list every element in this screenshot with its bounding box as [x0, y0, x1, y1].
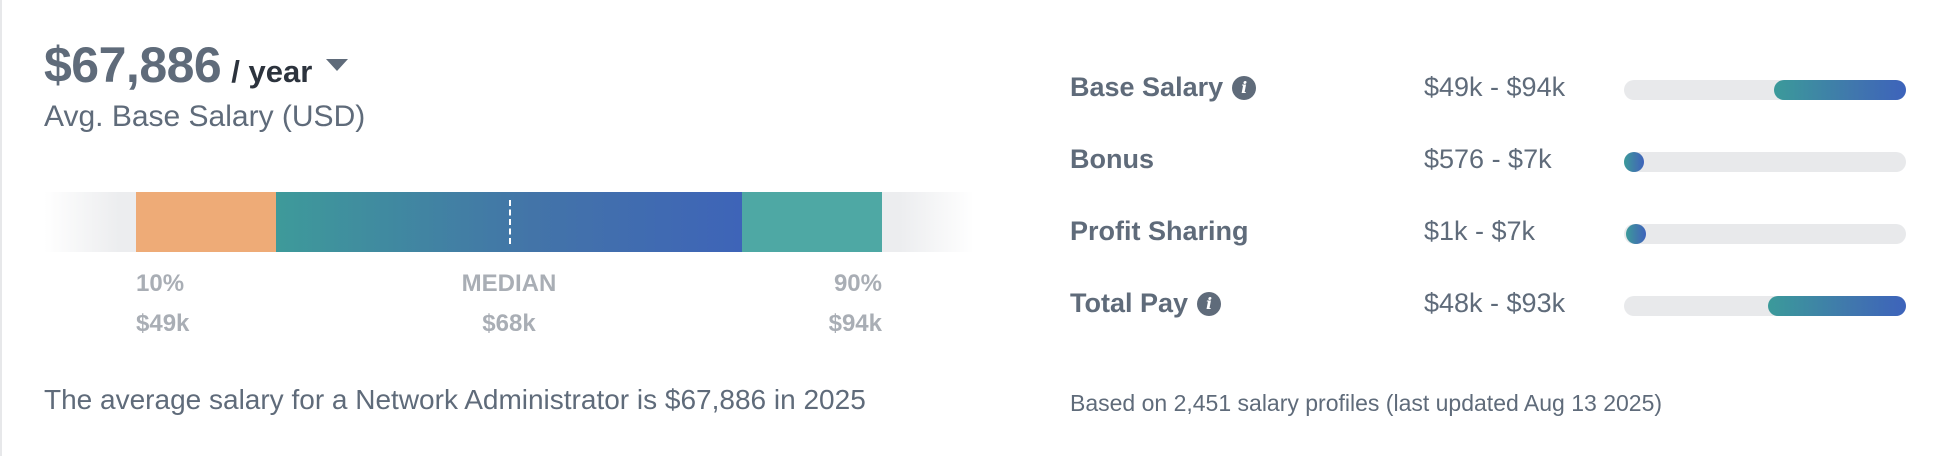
breakdown-range: $576 - $7k: [1424, 144, 1552, 174]
average-salary-line: $67,886 / year: [44, 36, 365, 94]
breakdown-track: [1624, 296, 1906, 316]
salary-description: The average salary for a Network Adminis…: [44, 384, 866, 415]
breakdown-range: $48k - $93k: [1424, 288, 1566, 318]
average-salary-amount: $67,886: [44, 37, 222, 93]
breakdown-range: $49k - $94k: [1424, 72, 1566, 102]
average-salary-header: $67,886 / year Avg. Base Salary (USD): [44, 36, 365, 134]
breakdown-row-profit-sharing: Profit Sharing $1k - $7k: [1070, 210, 1910, 282]
percentile-10-label: 10%: [136, 270, 185, 297]
median-value: $68k: [482, 310, 536, 337]
average-salary-subtitle: Avg. Base Salary (USD): [44, 100, 366, 133]
breakdown-label-text: Total Pay: [1070, 288, 1189, 318]
breakdown-label-text: Base Salary: [1070, 72, 1224, 102]
breakdown-label-text: Profit Sharing: [1070, 216, 1249, 246]
breakdown-label-text: Bonus: [1070, 144, 1154, 174]
pay-period-selector[interactable]: / year: [231, 54, 313, 89]
percentile-90-tick: 90% $94k: [820, 264, 882, 344]
pay-breakdown: Base Salary i $49k - $94k Bonus $576 - $…: [1070, 66, 1910, 354]
breakdown-row-base-salary: Base Salary i $49k - $94k: [1070, 66, 1910, 138]
breakdown-track: [1624, 152, 1906, 172]
breakdown-range: $1k - $7k: [1424, 216, 1536, 246]
median-tick: MEDIAN $68k: [458, 264, 560, 344]
salary-range-bar: [44, 192, 974, 252]
breakdown-label: Profit Sharing: [1070, 216, 1249, 247]
breakdown-label: Base Salary i: [1070, 72, 1257, 103]
breakdown-row-bonus: Bonus $576 - $7k: [1070, 138, 1910, 210]
breakdown-track: [1624, 80, 1906, 100]
percentile-90-value: $94k: [828, 310, 882, 337]
breakdown-fill: [1624, 152, 1644, 172]
percentile-10-value: $49k: [136, 310, 190, 337]
median-label: MEDIAN: [461, 270, 557, 297]
breakdown-track: [1624, 224, 1906, 244]
breakdown-label: Bonus: [1070, 144, 1154, 175]
breakdown-row-total-pay: Total Pay i $48k - $93k: [1070, 282, 1910, 354]
breakdown-fill: [1768, 296, 1906, 316]
breakdown-label: Total Pay i: [1070, 288, 1222, 319]
median-marker: [509, 200, 511, 244]
percentile-10-tick: 10% $49k: [136, 264, 189, 344]
info-icon[interactable]: i: [1232, 75, 1257, 100]
breakdown-fill: [1626, 224, 1646, 244]
range-segment-low: [136, 192, 276, 252]
percentile-90-label: 90%: [833, 270, 882, 297]
range-segment-high: [742, 192, 882, 252]
data-source-footnote: Based on 2,451 salary profiles (last upd…: [1070, 390, 1663, 416]
breakdown-fill: [1774, 80, 1906, 100]
info-icon[interactable]: i: [1197, 291, 1222, 316]
caret-down-icon[interactable]: [326, 59, 349, 71]
